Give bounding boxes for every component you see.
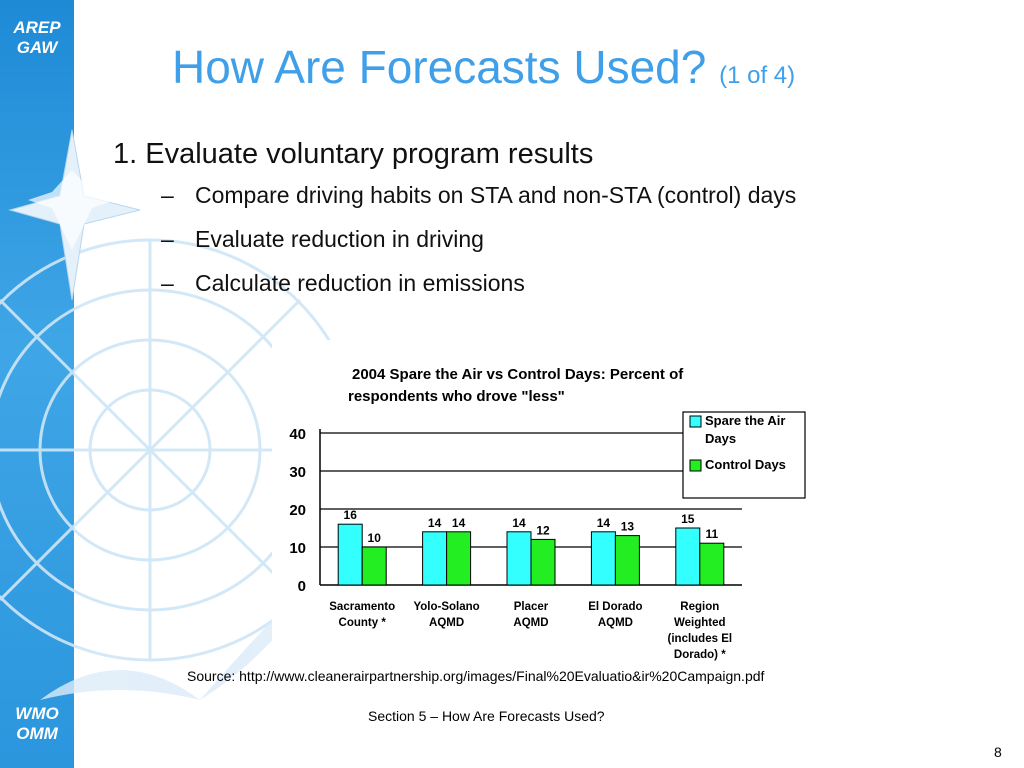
slide-title: How Are Forecasts Used? (1 of 4) (172, 40, 795, 94)
bar-value-label: 12 (536, 523, 550, 537)
y-tick-label: 0 (298, 578, 306, 595)
bar-value-label: 14 (428, 516, 442, 530)
legend-entry: Spare the Air (705, 413, 785, 428)
bar-value-label: 14 (597, 516, 611, 530)
legend-swatch (689, 415, 702, 428)
bar-value-label: 16 (344, 508, 358, 522)
omm-text: OMM (16, 724, 58, 743)
x-category-label: AQMD (429, 617, 464, 629)
x-category-label: Weighted (674, 617, 726, 629)
y-tick-label: 10 (289, 540, 306, 557)
source-citation: Source: http://www.cleanerairpartnership… (187, 668, 765, 684)
x-category-label: Placer (514, 601, 549, 613)
bar-value-label: 14 (512, 516, 526, 530)
y-tick-label: 20 (289, 502, 306, 519)
arep-gaw-label: AREP GAW (0, 18, 74, 58)
bar (506, 531, 532, 586)
x-category-label: Sacramento (329, 601, 395, 613)
bullet-list: 1. Evaluate voluntary program results – C… (113, 138, 796, 311)
wmo-text: WMO (15, 704, 59, 723)
bar (590, 531, 616, 586)
sub-bullet-reduction-emissions: – Calculate reduction in emissions (161, 267, 796, 311)
y-tick-label: 30 (289, 464, 306, 481)
bar (675, 527, 701, 586)
dash-glyph: – (161, 270, 174, 296)
dash-glyph: – (161, 182, 174, 208)
x-category-label: Region (680, 601, 719, 613)
bar-value-label: 15 (681, 512, 695, 526)
bar (446, 531, 472, 586)
sub-bullet-text: Calculate reduction in emissions (195, 270, 525, 296)
bar (699, 542, 725, 586)
x-category-label: Yolo-Solano (413, 601, 479, 613)
bar-value-label: 11 (705, 527, 718, 541)
legend-swatch (689, 459, 702, 472)
x-category-label: (includes El (668, 633, 733, 645)
bar-value-label: 13 (621, 520, 635, 534)
chart-title-line: 2004 Spare the Air vs Control Days: Perc… (352, 366, 684, 383)
legend-box (682, 411, 806, 499)
sub-bullet-text: Evaluate reduction in driving (195, 226, 484, 252)
bar-chart: 2004 Spare the Air vs Control Days: Perc… (272, 340, 808, 666)
legend-entry: Days (705, 431, 736, 446)
title-text: How Are Forecasts Used? (172, 41, 707, 93)
y-tick-label: 40 (289, 426, 306, 443)
bar (614, 535, 640, 586)
bar-value-label: 14 (452, 516, 466, 530)
x-category-label: County * (339, 617, 387, 629)
wmo-omm-label: WMO OMM (0, 704, 74, 744)
sub-bullet-reduction-driving: – Evaluate reduction in driving (161, 223, 796, 267)
bar (530, 538, 556, 586)
bar (422, 531, 448, 586)
dash-glyph: – (161, 226, 174, 252)
x-category-label: AQMD (513, 617, 548, 629)
bar (337, 523, 363, 586)
page-number: 8 (994, 744, 1002, 760)
x-category-label: AQMD (598, 617, 633, 629)
title-subtitle: (1 of 4) (719, 62, 796, 89)
legend-entry: Control Days (705, 457, 786, 472)
arep-text: AREP (13, 18, 61, 37)
chart-title-line: respondents who drove "less" (348, 388, 565, 405)
chart-canvas: 2004 Spare the Air vs Control Days: Perc… (289, 366, 806, 661)
sub-bullet-text: Compare driving habits on STA and non-ST… (195, 182, 797, 208)
footer-section-label: Section 5 – How Are Forecasts Used? (368, 708, 605, 724)
gaw-text: GAW (16, 38, 58, 57)
sidebar: AREP GAW WMO OMM (0, 0, 74, 768)
sub-bullet-compare: – Compare driving habits on STA and non-S… (161, 179, 796, 223)
bullet-evaluate: 1. Evaluate voluntary program results (113, 138, 594, 170)
x-category-label: Dorado) * (674, 649, 726, 661)
x-category-label: El Dorado (588, 601, 642, 613)
bar (361, 546, 387, 586)
bar-value-label: 10 (368, 531, 382, 545)
